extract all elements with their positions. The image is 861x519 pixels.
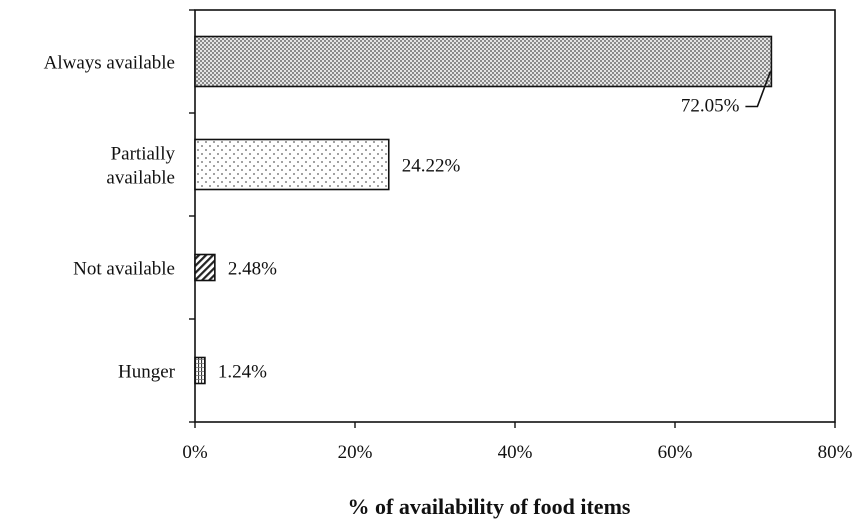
x-tick-label: 0% [182, 442, 208, 463]
x-tick-label: 20% [338, 442, 373, 463]
data-label: 2.48% [228, 259, 277, 280]
x-tick-labels: 0% 20% 40% 60% 80% [182, 442, 852, 463]
bar-always-available [194, 35, 773, 88]
category-label: Always available [44, 53, 175, 74]
data-labels: 72.05% 24.22% 2.48% 1.24% [218, 71, 772, 383]
bar-partially-available [194, 138, 390, 191]
category-labels: Always available Partially available Not av… [44, 53, 176, 383]
data-label: 24.22% [402, 156, 461, 177]
data-label-leader-line [745, 71, 772, 108]
data-label: 1.24% [218, 362, 267, 383]
x-tick-label: 60% [658, 442, 693, 463]
x-tick-label: 80% [818, 442, 853, 463]
x-axis-title: % of availability of food items [348, 494, 631, 519]
category-label: Not available [73, 259, 175, 280]
bars-group [194, 35, 773, 385]
category-label: available [106, 168, 175, 189]
bar-hunger [194, 356, 206, 385]
x-tick-label: 40% [498, 442, 533, 463]
data-label: 72.05% [681, 96, 740, 117]
category-label: Hunger [118, 362, 176, 383]
x-axis-ticks [194, 422, 836, 428]
bar-not-available [194, 253, 216, 282]
category-label: Partially [111, 144, 176, 165]
y-axis-ticks [189, 9, 195, 423]
